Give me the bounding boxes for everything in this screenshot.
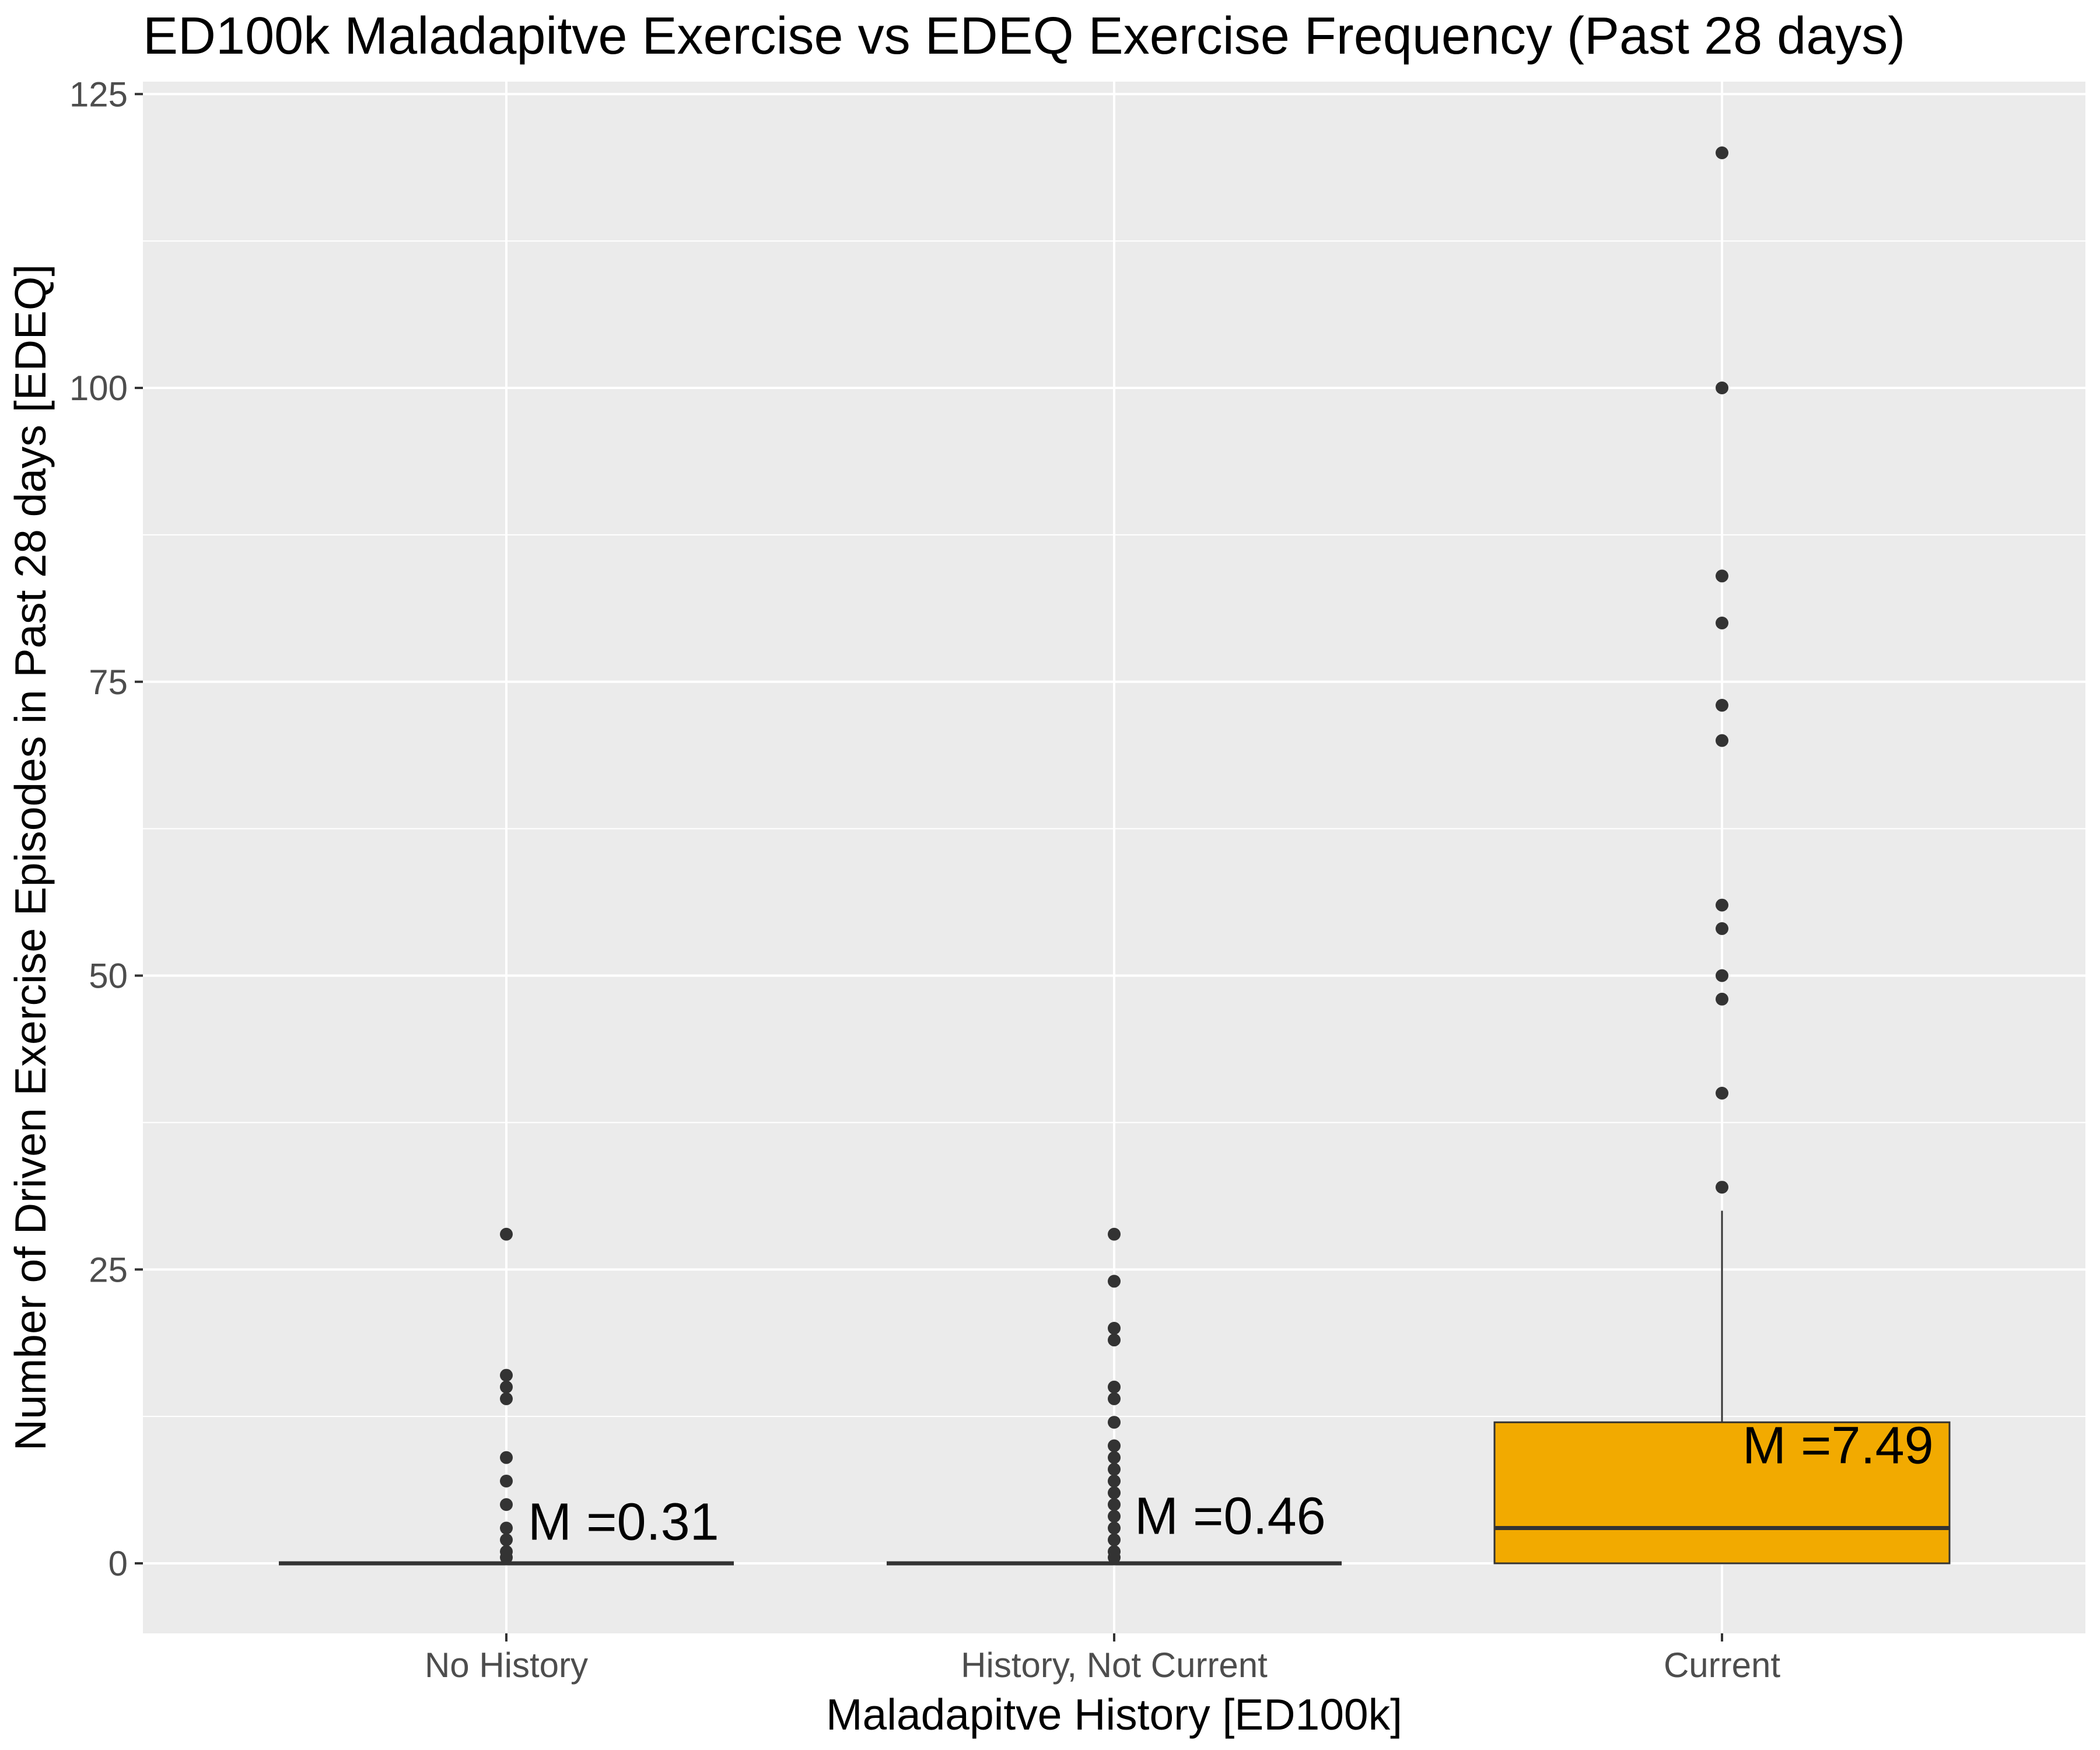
outlier-points (500, 146, 1728, 1564)
outlier-point (1108, 1510, 1121, 1523)
x-tick-label: History, Not Current (961, 1646, 1268, 1685)
outlier-point (500, 1498, 513, 1511)
y-axis-title: Number of Driven Exercise Episodes in Pa… (6, 264, 55, 1451)
outlier-point (1716, 922, 1728, 935)
outlier-point (1716, 898, 1728, 912)
outlier-point (500, 1380, 513, 1394)
outlier-point (500, 1545, 513, 1558)
mean-labels: M =0.31 M =0.46 M =7.49 (528, 1417, 1934, 1552)
outlier-point (1716, 382, 1728, 394)
chart-title: ED100k Maladapitve Exercise vs EDEQ Exer… (143, 7, 1905, 65)
outlier-point (500, 1474, 513, 1488)
outlier-point (1108, 1474, 1121, 1488)
outlier-point (1716, 617, 1728, 629)
outlier-point (500, 1451, 513, 1464)
outlier-point (1108, 1227, 1121, 1241)
outlier-point (1108, 1521, 1121, 1535)
outlier-point (1108, 1498, 1121, 1511)
outlier-point (1108, 1392, 1121, 1405)
outlier-point (1716, 1087, 1728, 1100)
outlier-point (1108, 1486, 1121, 1500)
outlier-point (1108, 1416, 1121, 1429)
outlier-point (1108, 1533, 1121, 1546)
outlier-point (1716, 146, 1728, 159)
outlier-point (500, 1227, 513, 1241)
outlier-point (1716, 699, 1728, 712)
outlier-point (500, 1533, 513, 1546)
y-tick-label: 50 (89, 957, 128, 996)
x-tick-label: Current (1664, 1646, 1780, 1685)
outlier-point (1716, 569, 1728, 583)
outlier-point (1108, 1322, 1121, 1335)
mean-label: M =0.31 (528, 1493, 719, 1551)
box-body (1493, 1421, 1951, 1564)
outlier-point (1108, 1545, 1121, 1558)
mean-label: M =7.49 (1742, 1417, 1934, 1475)
outlier-point (500, 1368, 513, 1382)
y-tick-label: 125 (69, 75, 128, 114)
outlier-point (1108, 1380, 1121, 1394)
outlier-point (1108, 1334, 1121, 1347)
y-tick-label: 25 (89, 1250, 128, 1289)
outlier-point (1108, 1275, 1121, 1288)
y-axis: 0 25 50 75 100 125 (69, 75, 143, 1583)
outlier-point (1108, 1439, 1121, 1452)
outlier-point (1716, 969, 1728, 982)
grid (143, 82, 2085, 1633)
outlier-point (1716, 1181, 1728, 1194)
y-tick-label: 75 (89, 663, 128, 702)
outlier-point (1716, 734, 1728, 747)
outlier-point (500, 1521, 513, 1535)
x-axis: No History History, Not Current Current (425, 1633, 1780, 1685)
boxplot-current (1493, 1210, 1951, 1564)
outlier-point (1108, 1462, 1121, 1476)
y-tick-label: 100 (69, 369, 128, 408)
outlier-point (1108, 1451, 1121, 1464)
outlier-point (1716, 992, 1728, 1006)
x-tick-label: No History (425, 1646, 588, 1685)
y-tick-label: 0 (108, 1544, 128, 1583)
outlier-point (500, 1392, 513, 1405)
x-axis-title: Maladapitve History [ED100k] (826, 1690, 1402, 1739)
mean-label: M =0.46 (1135, 1487, 1326, 1545)
